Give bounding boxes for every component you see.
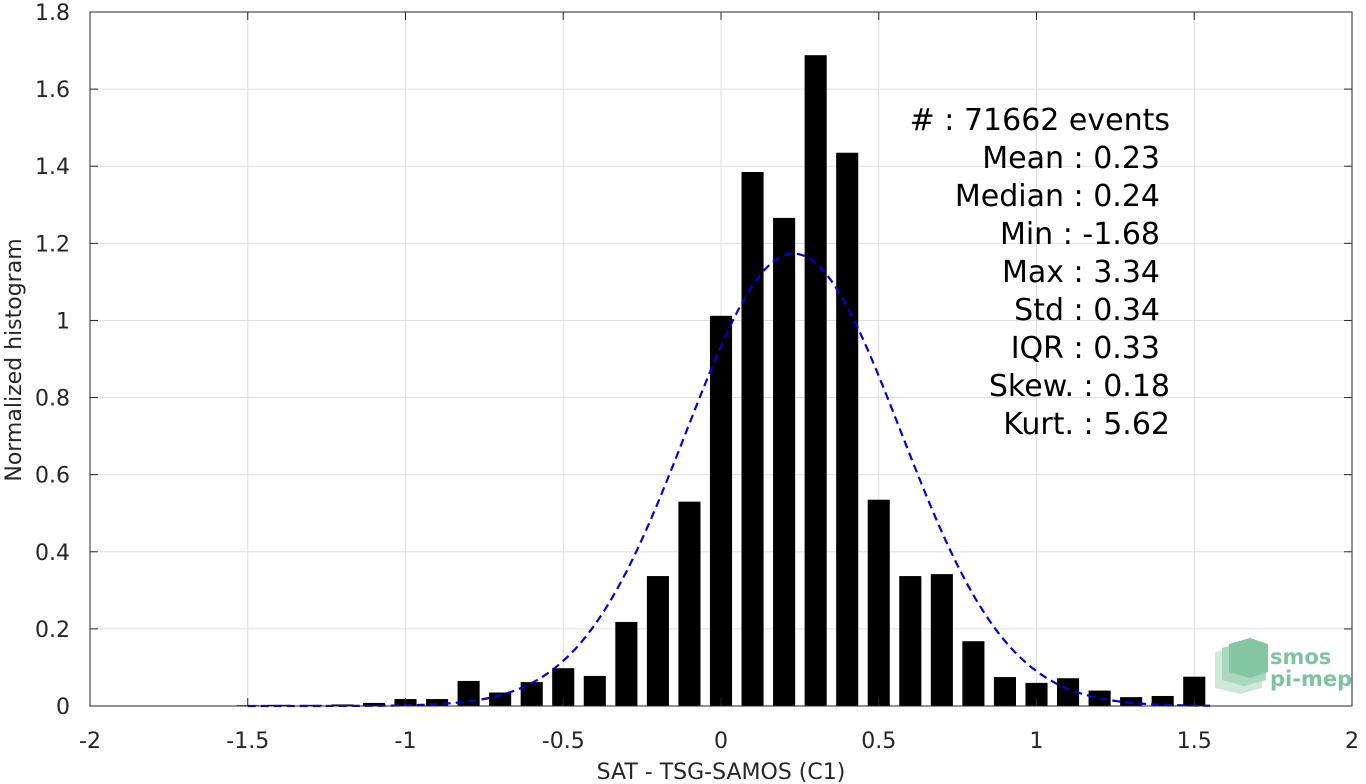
stats-iqr: IQR : 0.33 [1011,331,1160,366]
y-tick-label: 1.8 [35,1,70,26]
histogram-bar [678,501,701,706]
x-tick-label: -1 [395,729,417,754]
stats-box: # : 71662 events Mean : 0.23 Median : 0.… [910,103,1170,442]
y-tick-label: 0.2 [35,618,70,643]
y-tick-label: 0.4 [35,541,70,566]
stats-events: # : 71662 events [910,103,1170,138]
x-tick-label: 0 [714,729,728,754]
histogram-bar [520,682,543,706]
x-axis-label: SAT - TSG-SAMOS (C1) [597,760,846,784]
x-tick-label: 2 [1345,729,1359,754]
stats-kurt: Kurt. : 5.62 [1003,407,1170,442]
x-tick-labels: -2 -1.5 -1 -0.5 0 0.5 1 1.5 2 [79,729,1359,754]
histogram-bar [1183,676,1206,706]
histogram-bar [899,576,922,706]
histogram-bar [1025,682,1048,706]
smos-pi-mep-logo: smos pi-mep [1215,638,1352,694]
histogram-bar [362,702,385,706]
stats-max: Max : 3.34 [1002,255,1160,290]
x-tick-label: -0.5 [542,729,585,754]
logo-line-1: smos [1270,645,1331,669]
histogram-bar [1120,697,1143,706]
histogram-bar [709,315,733,706]
histogram-bar [993,677,1016,706]
stats-mean: Mean : 0.23 [982,141,1160,176]
y-tick-label: 0.8 [35,387,70,412]
histogram-bar [741,172,764,706]
histogram-bar [1057,678,1080,706]
histogram-bar [804,55,827,706]
axis-ticks [89,11,1353,707]
histogram-bar [299,704,322,706]
stats-min: Min : -1.68 [1000,217,1160,252]
histogram-bar [426,699,449,706]
stats-skew: Skew. : 0.18 [989,369,1170,404]
normal-fit-curve [247,252,1211,708]
histogram-bar [583,675,606,706]
histogram-bar [930,574,953,706]
x-tick-label: 0.5 [861,729,896,754]
y-tick-label: 0 [56,695,70,720]
y-tick-label: 1.2 [35,232,70,257]
x-tick-label: -1.5 [226,729,269,754]
histogram-bar [1151,695,1174,706]
histogram-bar [552,668,575,706]
histogram-bar [773,217,796,707]
histogram-bar [646,576,669,706]
x-tick-label: 1.5 [1177,729,1212,754]
stats-std: Std : 0.34 [1014,293,1160,328]
histogram-bar [867,499,890,706]
stats-median: Median : 0.24 [955,179,1160,214]
y-axis-label: Normalized histogram [2,238,27,481]
y-tick-label: 0.6 [35,464,70,489]
histogram-bar [836,152,859,706]
y-tick-label: 1.4 [35,155,70,180]
histogram-bar [962,641,985,706]
y-tick-labels: 0 0.2 0.4 0.6 0.8 1 1.2 1.4 1.6 1.8 [35,1,70,720]
histogram-bar [615,621,638,706]
x-tick-label: 1 [1030,729,1044,754]
y-tick-label: 1 [56,309,70,334]
layers-icon [1215,638,1268,694]
logo-line-2: pi-mep [1270,667,1352,691]
y-tick-label: 1.6 [35,78,70,103]
x-tick-label: -2 [79,729,101,754]
